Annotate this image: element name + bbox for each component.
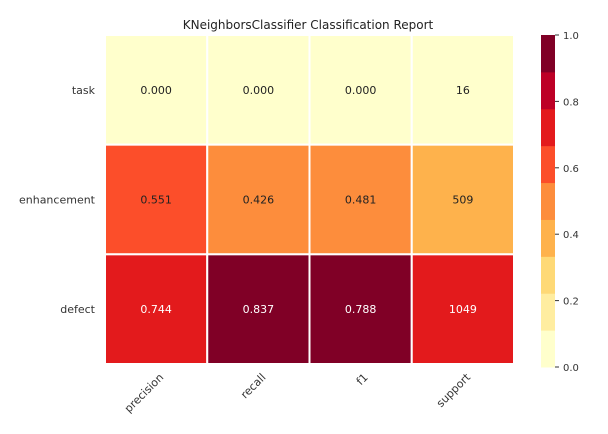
colorbar-segment-3 — [541, 219, 555, 257]
colorbar-segment-2 — [541, 256, 555, 294]
heatmap-cell-defect-recall — [206, 253, 311, 365]
cell-label-defect-f1: 0.788 — [345, 303, 377, 316]
cell-label-enhancement-f1: 0.481 — [345, 194, 377, 207]
cell-label-enhancement-precision: 0.551 — [140, 194, 172, 207]
column-labels: precision recall f1 support — [122, 370, 474, 415]
heatmap-cell-labels: 0.000 0.000 0.000 16 0.551 0.426 0.481 509 0.744… — [140, 84, 477, 316]
column-label-support: support — [434, 370, 474, 410]
cell-label-defect-recall: 0.837 — [243, 303, 275, 316]
colorbar-segment-1 — [541, 293, 555, 331]
cell-label-enhancement-support: 509 — [452, 194, 473, 207]
cell-label-defect-precision: 0.744 — [140, 303, 172, 316]
heatmap-cell-defect-precision — [104, 253, 209, 365]
column-label-recall: recall — [238, 371, 268, 401]
heatmap-cell-task-precision — [104, 34, 209, 146]
colorbar-tick-label-1: 0.2 — [563, 297, 579, 308]
colorbar-segment-7 — [541, 71, 555, 110]
chart-title: KNeighborsClassifier Classification Repo… — [183, 18, 434, 32]
cell-label-task-support: 16 — [456, 84, 470, 97]
colorbar-segment-5 — [541, 145, 555, 184]
colorbar-tick-label-0: 0.0 — [563, 363, 579, 374]
row-label-enhancement: enhancement — [19, 194, 96, 207]
colorbar-tick-label-3: 0.6 — [563, 164, 579, 175]
heatmap-cell-task-f1 — [308, 34, 413, 146]
heatmap-cell-task-support — [410, 34, 515, 146]
colorbar-tick-label-5: 1.0 — [563, 31, 579, 42]
colorbar-segment-8 — [541, 35, 555, 73]
row-label-task: task — [72, 84, 96, 97]
cell-label-task-f1: 0.000 — [345, 84, 377, 97]
cell-label-task-precision: 0.000 — [140, 84, 172, 97]
cell-label-defect-support: 1049 — [449, 303, 477, 316]
colorbar-segment-4 — [541, 182, 555, 220]
heatmap-cell-enhancement-recall — [206, 143, 311, 256]
cell-label-enhancement-recall: 0.426 — [243, 194, 275, 207]
row-label-defect: defect — [60, 303, 95, 316]
colorbar-segment-6 — [541, 108, 555, 147]
colorbar-tick-label-2: 0.4 — [563, 230, 579, 241]
column-label-f1: f1 — [354, 371, 371, 388]
heatmap-cell-enhancement-support — [410, 143, 515, 256]
colorbar-tick-label-4: 0.8 — [563, 97, 579, 108]
cell-label-task-recall: 0.000 — [243, 84, 275, 97]
colorbar-segment-0 — [541, 330, 555, 368]
heatmap-cell-defect-support — [410, 253, 515, 365]
row-labels: task enhancement defect — [19, 84, 96, 316]
colorbar: 0.0 0.2 0.4 0.6 0.8 1.0 — [541, 31, 579, 374]
column-label-precision: precision — [122, 371, 166, 415]
heatmap-cell-task-recall — [206, 34, 311, 146]
heatmap-cells — [104, 34, 515, 365]
